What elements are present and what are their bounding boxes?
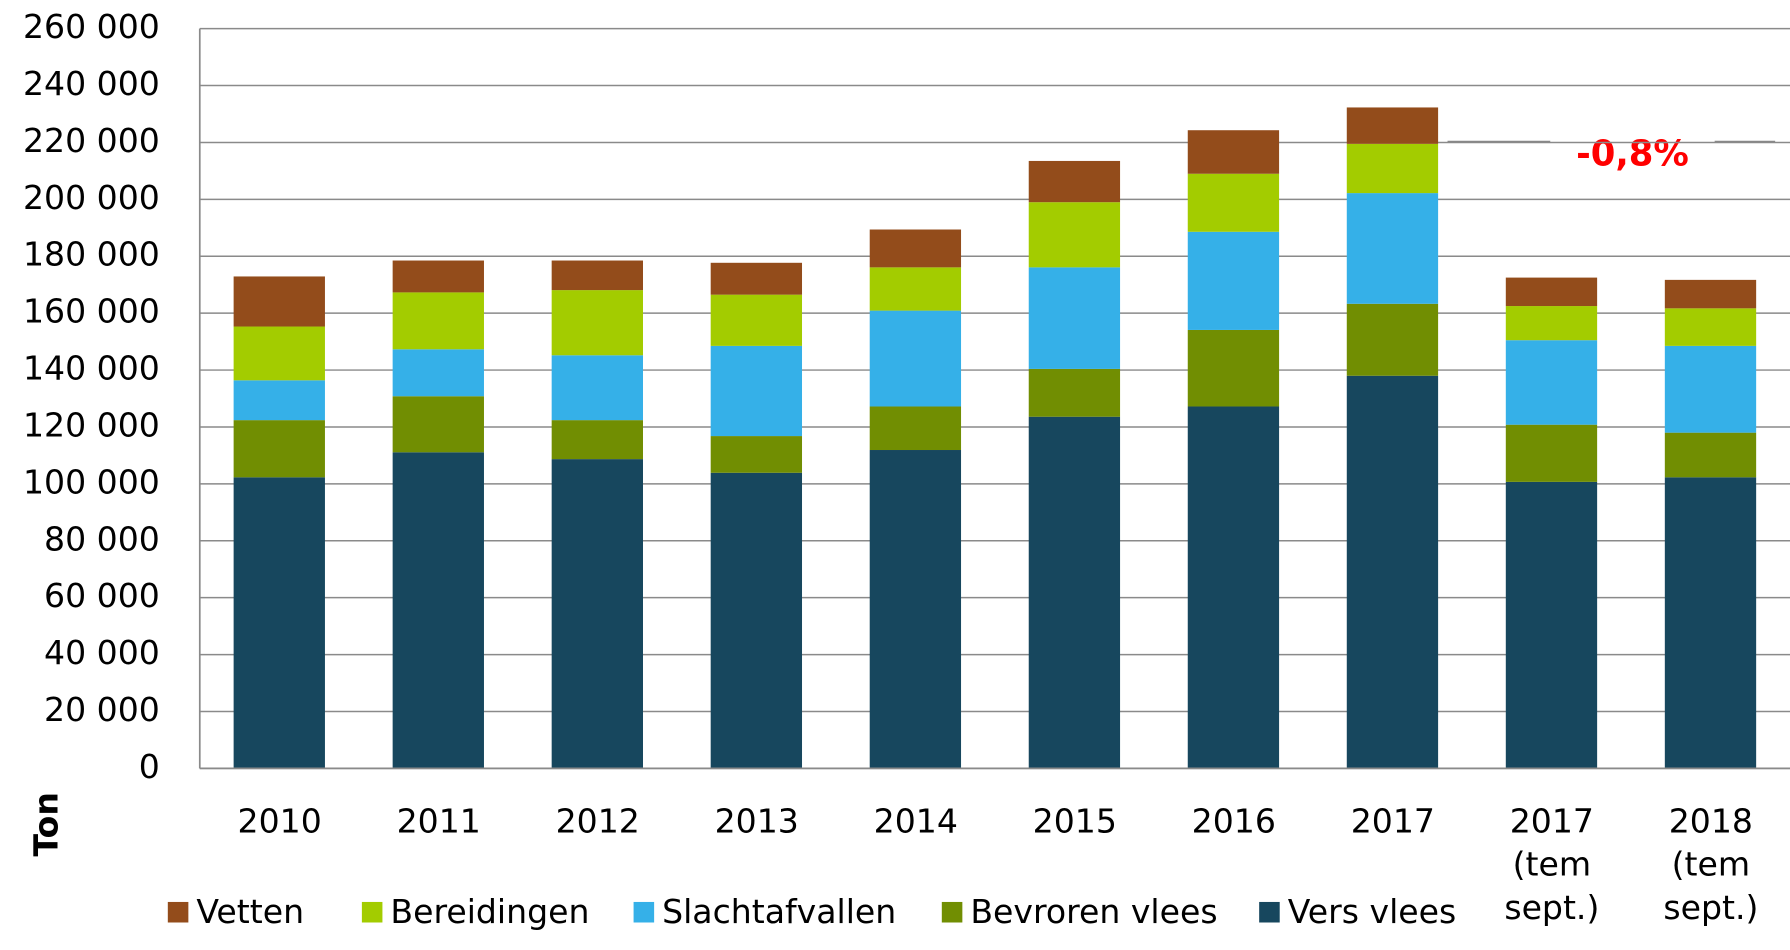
bar-segment [710, 345, 803, 437]
bar-segment [1187, 173, 1280, 232]
y-tick-label: 180 000 [23, 235, 160, 274]
bar-segment [1187, 329, 1280, 407]
bar-segment [710, 262, 803, 295]
y-tick-label: 260 000 [23, 7, 160, 46]
bar-segment [869, 310, 962, 407]
bar-segment [392, 349, 484, 397]
bar-segment [869, 450, 962, 769]
bar-segment [1187, 130, 1280, 174]
x-tick: 2011 [396, 801, 481, 841]
bar-segment [1346, 107, 1439, 144]
y-tick-label: 200 000 [23, 178, 160, 217]
y-tick-label: 140 000 [23, 349, 160, 388]
bar-segment [1505, 306, 1598, 341]
bar-segment [1028, 416, 1121, 769]
bar-segment [551, 290, 643, 356]
bar-segment [551, 459, 643, 769]
bar-segment [1664, 308, 1757, 346]
x-tick: 2014 [873, 801, 958, 841]
y-tick-label: 60 000 [44, 576, 160, 615]
y-tick-label: 120 000 [23, 405, 160, 444]
bar-segment [1505, 481, 1598, 769]
x-tick-label: 2012 [555, 801, 640, 841]
bar-segment [392, 452, 484, 769]
y-tick-label: 160 000 [23, 292, 160, 331]
bar-segment [710, 436, 803, 473]
y-tick-label: 0 [139, 747, 160, 786]
legend-label: Bereidingen [390, 892, 589, 931]
bar-segment [1346, 303, 1439, 376]
bar-segment [1028, 202, 1121, 268]
x-tick-label: 2015 [1032, 801, 1117, 841]
bar-segment [233, 326, 325, 381]
bar-segment [1028, 368, 1121, 417]
bar-segment [1346, 375, 1439, 769]
bar-segment [1187, 406, 1280, 769]
bar-segment [710, 294, 803, 346]
bar-segment [1664, 477, 1757, 769]
legend-label: Slachtafvallen [662, 892, 896, 931]
legend-swatch [361, 901, 383, 923]
x-tick-label: 2017 [1350, 801, 1435, 841]
x-tick-label: 2013 [714, 801, 799, 841]
x-tick-label: 2016 [1191, 801, 1276, 841]
legend-label: Bevroren vlees [970, 892, 1217, 931]
x-tick-label: 2010 [237, 801, 322, 841]
bar-segment [1505, 277, 1598, 307]
bar-segment [1505, 340, 1598, 425]
bar-segment [551, 260, 643, 291]
bar-segment [1346, 193, 1439, 304]
bar-segment [233, 420, 325, 478]
bar-segment [233, 380, 325, 421]
x-tick-label: 2011 [396, 801, 481, 841]
annotation: -0,8% [1576, 133, 1689, 174]
plot: 0 20 000 40 000 60 000 80 000 100 000 120 000 1… [23, 7, 1790, 931]
legend-swatch [941, 901, 963, 923]
y-axis-label: Ton [26, 792, 65, 856]
x-tick: 2015 [1032, 801, 1117, 841]
bar-segment [1664, 432, 1757, 478]
y-tick-label: 100 000 [23, 462, 160, 501]
bar-segment [869, 267, 962, 311]
bar-segment [869, 406, 962, 451]
y-tick-label: 40 000 [44, 633, 160, 672]
y-tick-label: 80 000 [44, 519, 160, 558]
y-tick-label: 220 000 [23, 121, 160, 160]
legend-swatch [633, 901, 655, 923]
x-tick: 2018 (tem sept.) [1663, 801, 1759, 928]
legend-label: Vers vlees [1288, 892, 1457, 931]
x-tick: 2010 [237, 801, 322, 841]
x-tick: 2017 [1350, 801, 1435, 841]
bar-segment [1505, 424, 1598, 482]
x-tick: 2012 [555, 801, 640, 841]
legend-swatch [1259, 901, 1280, 923]
bar-segment [551, 355, 643, 421]
bar-segment [1664, 345, 1757, 433]
bar-segment [1028, 160, 1121, 203]
x-tick: 2016 [1191, 801, 1276, 841]
legend-swatch [167, 901, 189, 923]
x-tick-label: 2014 [873, 801, 958, 841]
x-tick-label: 2018 (tem sept.) [1663, 801, 1759, 928]
bar-segment [392, 260, 484, 293]
bar-segment [1187, 231, 1280, 330]
y-tick-label: 20 000 [44, 690, 160, 729]
bar-segment [392, 396, 484, 453]
bar-segment [869, 229, 962, 268]
bar-segment [1028, 267, 1121, 369]
bar-segment [1346, 143, 1439, 194]
x-tick: 2013 [714, 801, 799, 841]
y-tick-label: 240 000 [23, 64, 160, 103]
bar-segment [233, 477, 325, 769]
bar-segment [1664, 279, 1757, 309]
x-tick: 2017 (tem sept.) [1504, 801, 1600, 928]
legend-label: Vetten [196, 892, 304, 931]
bar-segment [392, 292, 484, 350]
bar-segment [233, 276, 325, 327]
x-tick-label: 2017 (tem sept.) [1504, 801, 1600, 928]
bar-segment [710, 472, 803, 769]
bar-segment [551, 420, 643, 460]
